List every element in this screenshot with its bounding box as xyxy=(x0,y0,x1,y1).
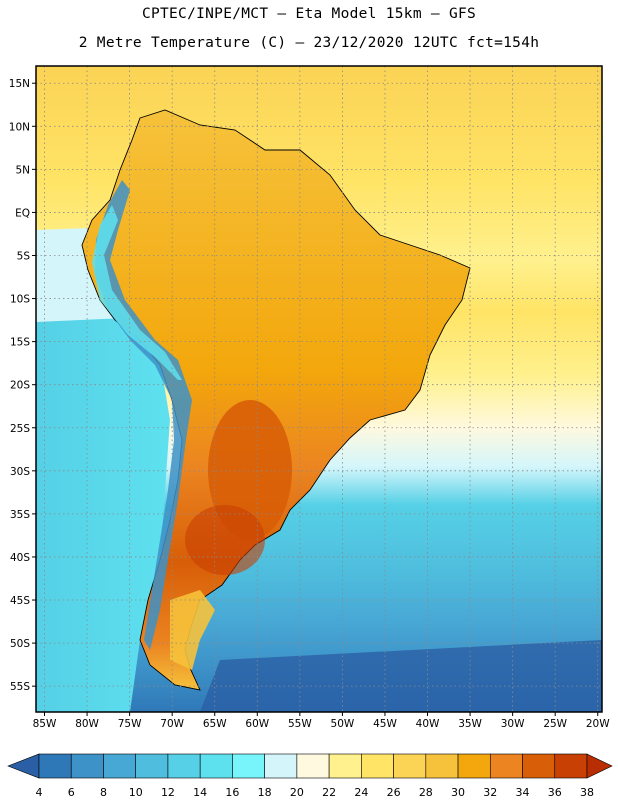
colorbar-label: 16 xyxy=(225,786,239,799)
colorbar-label: 34 xyxy=(516,786,530,799)
colorbar-swatch xyxy=(425,753,459,779)
lat-tick-label: 10S xyxy=(10,294,30,306)
colorbar-swatch xyxy=(38,753,72,779)
colorbar-label: 24 xyxy=(354,786,368,799)
lat-tick-label: 15N xyxy=(9,78,30,90)
longitude-ticks: 85W 80W 75W 70W 65W 60W 55W 50W 45W 40W 35W 30W 25W 2… xyxy=(33,712,610,730)
colorbar-swatch xyxy=(554,753,588,779)
colorbar-label: 12 xyxy=(161,786,175,799)
lon-tick-label: 55W xyxy=(288,718,312,730)
lat-tick-label: 50S xyxy=(10,638,30,650)
lon-tick-label: 45W xyxy=(373,718,397,730)
lat-tick-label: 5N xyxy=(15,164,30,176)
colorbar-high-arrow xyxy=(586,753,613,779)
lon-tick-label: 25W xyxy=(543,718,567,730)
colorbar-label: 20 xyxy=(290,786,304,799)
colorbar-swatch xyxy=(296,753,330,779)
colorbar-label: 14 xyxy=(193,786,207,799)
colorbar-label: 26 xyxy=(387,786,401,799)
lat-tick-label: 40S xyxy=(10,552,30,564)
colorbar-swatch xyxy=(393,753,427,779)
lat-tick-label: 20S xyxy=(10,380,30,392)
colorbar-low-arrow xyxy=(7,753,40,779)
colorbar-swatch xyxy=(328,753,362,779)
colorbar: 4 6 8 10 12 14 16 18 20 22 24 26 28 30 32 34 36 38 xyxy=(7,753,613,799)
lon-tick-label: 85W xyxy=(33,718,57,730)
lon-tick-label: 60W xyxy=(245,718,269,730)
colorbar-label: 18 xyxy=(258,786,272,799)
lon-tick-label: 80W xyxy=(75,718,99,730)
colorbar-label: 10 xyxy=(129,786,143,799)
lat-tick-label: 30S xyxy=(10,466,30,478)
lat-tick-label: 10N xyxy=(9,121,30,133)
colorbar-swatch xyxy=(232,753,265,779)
latitude-ticks: 15N 10N 5N EQ 5S 10S 15S 20S 25S 30S 35S 40S 45S 50S 5… xyxy=(9,78,36,693)
patagonia-cool-zone xyxy=(170,590,215,670)
colorbar-swatch xyxy=(103,753,137,779)
chart-subtitle: 2 Metre Temperature (C) – 23/12/2020 12U… xyxy=(78,35,540,51)
colorbar-swatch xyxy=(264,753,298,779)
lon-tick-label: 40W xyxy=(416,718,440,730)
colorbar-label: 8 xyxy=(100,786,107,799)
lat-tick-label: EQ xyxy=(15,207,30,219)
lon-tick-label: 70W xyxy=(160,718,184,730)
lat-tick-label: 45S xyxy=(10,595,30,607)
lat-tick-label: 55S xyxy=(10,681,30,693)
lon-tick-label: 35W xyxy=(458,718,482,730)
colorbar-label: 28 xyxy=(419,786,433,799)
lat-tick-label: 35S xyxy=(10,509,30,521)
andes-cold-ridge xyxy=(95,180,192,650)
colorbar-label: 30 xyxy=(451,786,465,799)
pacific-cool-zone xyxy=(36,318,170,712)
deep-south-ocean xyxy=(200,640,602,712)
lat-tick-label: 5S xyxy=(17,250,31,262)
lon-tick-label: 30W xyxy=(501,718,525,730)
colorbar-swatch xyxy=(135,753,169,779)
colorbar-label: 38 xyxy=(580,786,594,799)
colorbar-label: 4 xyxy=(36,786,43,799)
lat-tick-label: 15S xyxy=(10,337,30,349)
colorbar-label: 22 xyxy=(322,786,336,799)
colorbar-swatch xyxy=(457,753,491,779)
lon-tick-label: 65W xyxy=(203,718,227,730)
map-frame xyxy=(35,65,603,713)
andes-mid-ridge xyxy=(92,205,182,380)
lon-tick-label: 20W xyxy=(586,718,610,730)
colorbar-swatch xyxy=(199,753,233,779)
colorbar-label: 6 xyxy=(68,786,75,799)
chart-title: CPTEC/INPE/MCT – Eta Model 15km – GFS xyxy=(141,6,477,22)
lon-tick-label: 50W xyxy=(331,718,355,730)
colorbar-swatch xyxy=(70,753,104,779)
lon-tick-label: 75W xyxy=(118,718,142,730)
colorbar-swatch xyxy=(361,753,394,779)
colorbar-label: 36 xyxy=(548,786,562,799)
colorbar-swatch xyxy=(167,753,201,779)
colorbar-swatch xyxy=(522,753,556,779)
lat-tick-label: 25S xyxy=(10,423,30,435)
colorbar-label: 32 xyxy=(483,786,497,799)
chaco-hot-zone xyxy=(208,400,292,540)
pampas-hot-zone xyxy=(185,505,265,575)
colorbar-swatch xyxy=(489,753,523,779)
